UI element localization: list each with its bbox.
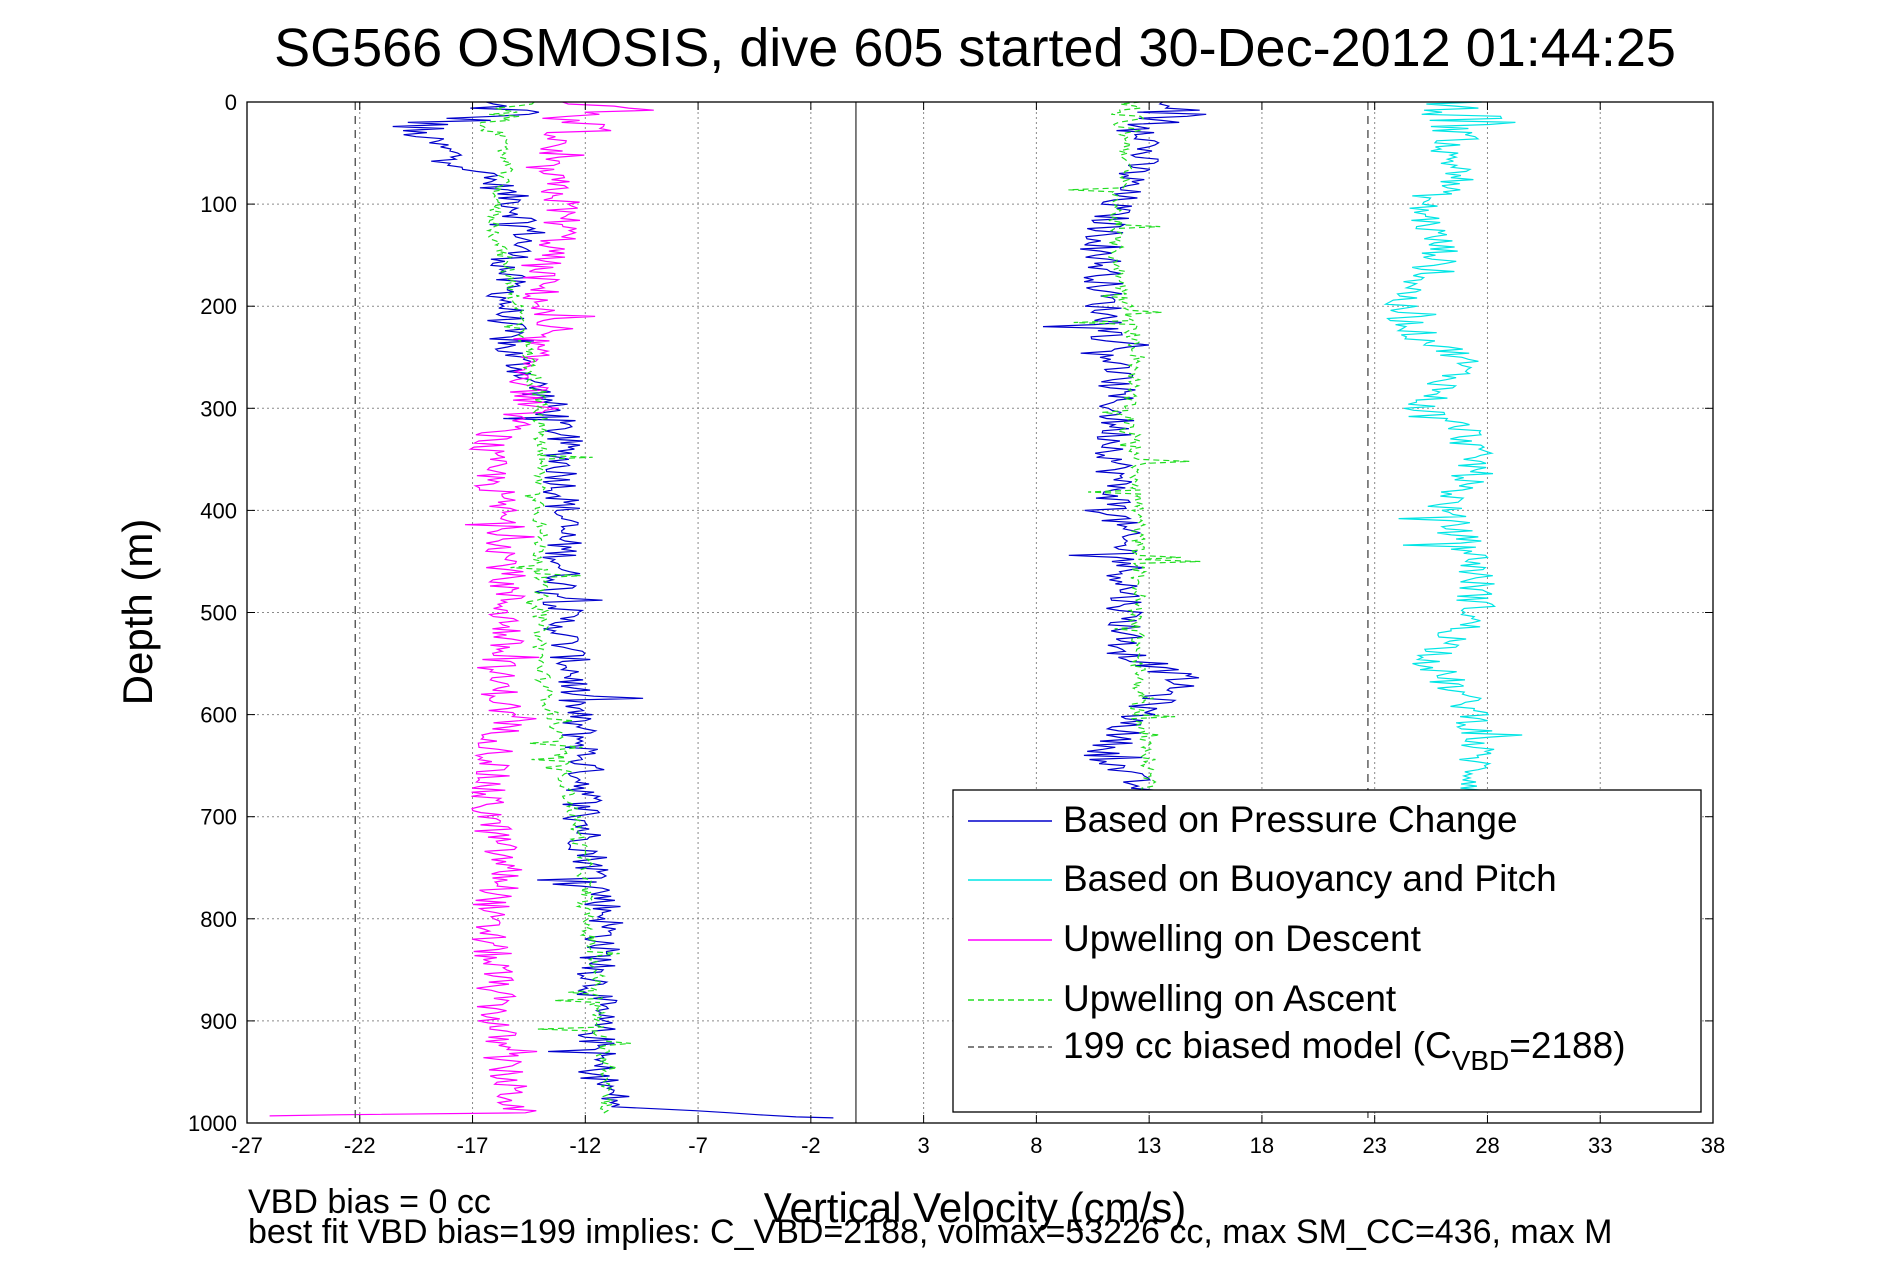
y-tick-label: 800 <box>200 907 237 932</box>
x-tick-label: 8 <box>1030 1133 1042 1158</box>
legend-label: 199 cc biased model (CVBD=2188) <box>1063 1025 1626 1076</box>
x-tick-label: -2 <box>801 1133 821 1158</box>
x-tick-label: 13 <box>1137 1133 1161 1158</box>
x-tick-label: 23 <box>1362 1133 1386 1158</box>
y-tick-label: 100 <box>200 192 237 217</box>
x-tick-label: 38 <box>1701 1133 1725 1158</box>
series-upwelling-on-descent <box>269 101 654 1117</box>
y-tick-label: 700 <box>200 805 237 830</box>
x-tick-label: -17 <box>457 1133 489 1158</box>
y-tick-label: 200 <box>200 294 237 319</box>
x-tick-label: 28 <box>1475 1133 1499 1158</box>
x-axis-label: Vertical Velocity (cm/s) <box>764 1184 1186 1231</box>
x-tick-label: 18 <box>1250 1133 1274 1158</box>
legend-label: Upwelling on Descent <box>1063 918 1422 959</box>
plot-area <box>269 101 1523 1123</box>
series-upwelling-on-ascent <box>1068 101 1201 797</box>
x-tick-label: -22 <box>344 1133 376 1158</box>
legend-label: Upwelling on Ascent <box>1063 978 1397 1019</box>
y-tick-label: 500 <box>200 601 237 626</box>
best-fit-note: best fit VBD bias=199 implies: C_VBD=218… <box>248 1213 1612 1251</box>
x-tick-label: -7 <box>688 1133 708 1158</box>
series-based-on-pressure-change <box>1042 101 1207 797</box>
x-tick-label: 3 <box>917 1133 929 1158</box>
y-tick-label: 600 <box>200 703 237 728</box>
legend-entries: Based on Pressure Change Based on Buoyanc… <box>968 799 1626 1076</box>
x-tick-label: -27 <box>231 1133 263 1158</box>
y-axis-label: Depth (m) <box>114 519 161 706</box>
series-based-on-buoyancy-and-pitch <box>1383 101 1523 797</box>
x-tick-label: -12 <box>569 1133 601 1158</box>
series-upwelling-on-ascent <box>476 101 631 1114</box>
y-tick-label: 900 <box>200 1009 237 1034</box>
vbd-bias-note: VBD bias = 0 cc <box>248 1183 491 1221</box>
legend-label: Based on Pressure Change <box>1063 799 1518 840</box>
y-tick-label: 0 <box>225 90 237 115</box>
axis-ticks: -27 -22 -17 -12 -7 -2 3 8 13 18 23 28 33 380100200300… <box>188 90 1725 1158</box>
legend-box <box>952 789 1702 1113</box>
series-based-on-pressure-change <box>392 101 834 1119</box>
chart-title: SG566 OSMOSIS, dive 605 started 30-Dec-2… <box>274 18 1676 78</box>
legend-label: Based on Buoyancy and Pitch <box>1063 858 1557 899</box>
x-tick-label: 33 <box>1588 1133 1612 1158</box>
y-tick-label: 300 <box>200 396 237 421</box>
legend: Based on Pressure Change Based on Buoyanc… <box>952 789 1702 1113</box>
y-tick-label: 400 <box>200 498 237 523</box>
y-tick-label: 1000 <box>188 1111 237 1136</box>
